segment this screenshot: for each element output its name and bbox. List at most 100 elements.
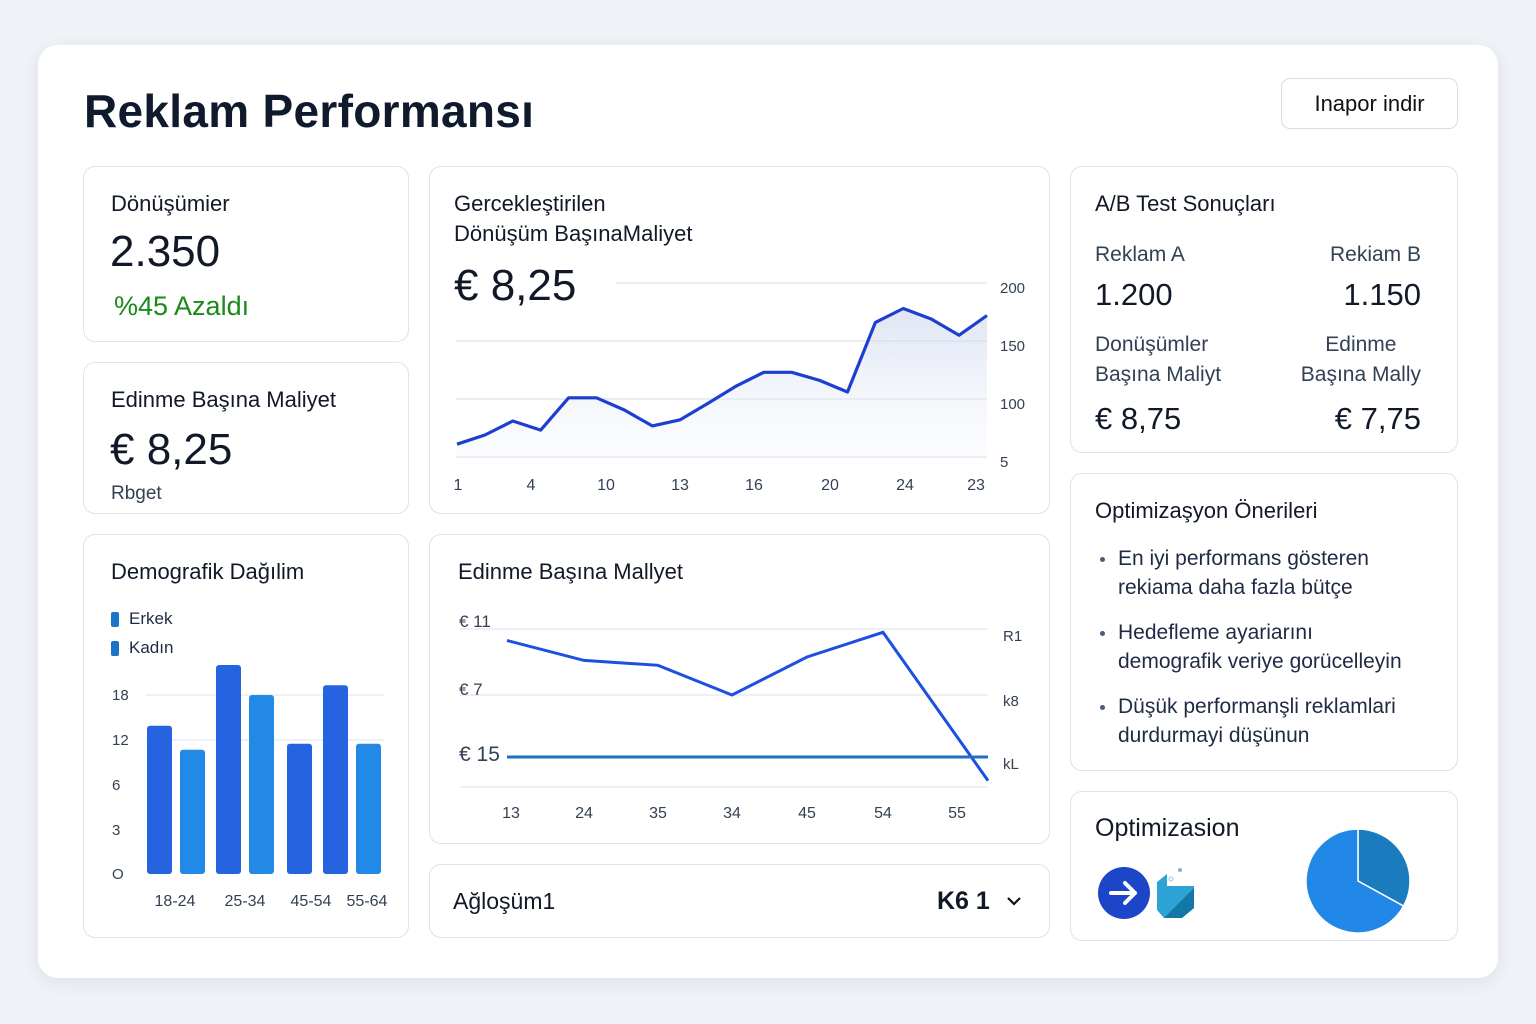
rec-line: rekiama daha fazla bütçe: [1118, 576, 1353, 599]
cost-per-conversion-card: Gercekleştirilen Dönüşüm BaşınaMaliyet €…: [429, 166, 1050, 514]
y-tick-label: € 11: [459, 612, 491, 631]
x-tick-label: 54: [874, 805, 892, 822]
x-tick-label: 4: [527, 477, 536, 494]
rec-line: durdurmayi düşünun: [1118, 724, 1310, 747]
bar: [323, 685, 348, 874]
ad-b-label: Rekiam B: [1329, 243, 1421, 266]
metric-line: Başına Mally: [1300, 363, 1421, 386]
app-logo-icon: [1157, 868, 1194, 918]
right-tick-label: kL: [1003, 756, 1019, 773]
metric-line: Edinme: [1325, 333, 1397, 356]
series-line: [506, 630, 990, 782]
x-tick-label: 35: [649, 805, 667, 822]
y-tick-label: 5: [1000, 454, 1008, 471]
conversions-card: Dönüşümier 2.350 %45 Azaldı: [83, 166, 409, 342]
optimization-pie-chart: [1305, 828, 1411, 934]
x-tick-label: 34: [723, 805, 741, 822]
recommendation-item: En iyi performans gösteren rekiama daha f…: [1096, 544, 1402, 602]
acquisition-cost-card: Edinme Başına Mallyet € 11 € 7 € 15 R1 k8 kL 1…: [429, 534, 1050, 844]
y-tick-label: 150: [1000, 338, 1025, 355]
series-line: [456, 306, 988, 446]
recommendations-card: Optimizaşyon Önerileri En iyi performans…: [1070, 473, 1458, 771]
ad-b-cost: € 7,75: [1334, 401, 1421, 436]
rec-line: Hedefleme ayariarını: [1118, 621, 1313, 644]
x-tick-label: 24: [575, 805, 593, 822]
bar: [356, 743, 381, 874]
legend-item-erkek: Erkek: [111, 609, 172, 629]
cpa-card: Edinme Başına Maliyet € 8,25 Rbget: [83, 362, 409, 514]
recommendation-item: Hedefleme ayariarını demografik veriye go…: [1096, 618, 1402, 676]
rec-line: Düşük performanşli reklamlari: [1118, 695, 1396, 718]
x-tick-label: 18-24: [155, 893, 196, 910]
x-tick-label: 24: [896, 477, 914, 494]
acquisition-line-chart: € 11 € 7 € 15 R1 k8 kL 13 24 35 34 45 54 55: [459, 612, 1022, 822]
y-tick-label: 12: [112, 732, 129, 749]
area-fill: [457, 308, 987, 457]
rec-line: demografik veriye gorücelleyin: [1118, 650, 1402, 673]
ad-a-label: Reklam A: [1095, 243, 1185, 266]
segment-dropdown[interactable]: Ağloşüm1 K6 1: [429, 864, 1050, 938]
bar: [249, 695, 274, 874]
y-tick-label: € 7: [459, 680, 483, 699]
x-tick-label: 13: [502, 805, 520, 822]
ab-test-card: A/B Test Sonuçları Reklam A Rekiam B 1.2…: [1070, 166, 1458, 453]
x-tick-label: 55: [948, 805, 966, 822]
y-tick-label: 100: [1000, 396, 1025, 413]
chart-title-line1: Gercekleştirilen: [454, 191, 606, 216]
right-tick-label: k8: [1003, 693, 1019, 710]
legend-item-kadin: Kadın: [111, 638, 173, 658]
conversions-label: Dönüşümier: [111, 191, 230, 216]
dropdown-label: Ağloşüm1: [453, 888, 556, 914]
recommendations-title: Optimizaşyon Önerileri: [1095, 498, 1318, 523]
legend-label: Kadın: [129, 638, 174, 657]
cpa-value: € 8,25: [110, 425, 233, 474]
ab-test-title: A/B Test Sonuçları: [1095, 191, 1276, 216]
x-tick-label: 16: [745, 477, 763, 494]
legend-swatch: [111, 640, 119, 656]
cost-value: € 8,25: [454, 261, 577, 310]
download-report-button[interactable]: Inapor indir: [1281, 78, 1458, 129]
ad-a-metric: Donüşümler Başına Maliyt: [1095, 330, 1221, 390]
ad-b-value: 1.150: [1343, 277, 1421, 312]
rec-line: En iyi performans gösteren: [1118, 547, 1369, 570]
dropdown-value: K6 1: [937, 887, 990, 915]
x-tick-label: 23: [967, 477, 985, 494]
conversions-change: %45 Azaldı: [114, 291, 250, 321]
cpa-label: Edinme Başına Maliyet: [111, 387, 336, 412]
optimization-card: Optimizasion: [1070, 791, 1458, 941]
legend-label: Erkek: [129, 609, 173, 628]
optimization-title: Optimizasion: [1095, 814, 1240, 842]
recommendations-list: En iyi performans gösteren rekiama daha f…: [1096, 544, 1402, 766]
chevron-down-icon: [1007, 897, 1021, 906]
x-tick-label: 20: [821, 477, 839, 494]
chart-title-line2: Dönüşüm BaşınaMaliyet: [454, 221, 693, 246]
recommendation-item: Düşük performanşli reklamlari durdurmayi …: [1096, 692, 1402, 750]
y-tick-label: O: [112, 866, 124, 883]
arrow-right-icon[interactable]: [1097, 866, 1151, 920]
acquisition-chart-title: Edinme Başına Mallyet: [458, 559, 683, 584]
x-tick-label: 10: [597, 477, 615, 494]
y-tick-label: 18: [112, 687, 129, 704]
metric-line: Başına Maliyt: [1095, 363, 1222, 386]
bar: [147, 725, 172, 874]
y-tick-label: 6: [112, 777, 120, 794]
bar: [180, 749, 205, 874]
bar: [287, 743, 312, 874]
pie-slice: [1305, 828, 1405, 934]
page-title: Reklam Performansı: [84, 85, 535, 137]
pie-slice: [1357, 828, 1411, 908]
right-tick-label: R1: [1003, 628, 1022, 645]
ad-b-metric: Edinme Başına Mally: [1301, 330, 1421, 390]
x-tick-label: 1: [454, 477, 463, 494]
ad-a-cost: € 8,75: [1095, 401, 1182, 436]
ad-a-value: 1.200: [1095, 277, 1173, 312]
demographic-title: Demografik Dağılim: [111, 559, 305, 584]
legend-swatch: [111, 611, 119, 627]
y-tick-label: 3: [112, 822, 120, 839]
x-tick-label: 55-64: [347, 893, 388, 910]
conversions-value: 2.350: [110, 227, 221, 276]
demographic-bar-chart: 18 12 6 3 O 18-24 25-34 45-54 55-64: [112, 665, 388, 910]
cost-area-chart: 200 150 100 5 1 4 10 13 16 20 24 23: [454, 280, 1025, 494]
demographic-card: Demografik Dağılim Erkek Kadın 18 12 6 3 O 18…: [83, 534, 409, 938]
x-tick-label: 25-34: [225, 893, 266, 910]
